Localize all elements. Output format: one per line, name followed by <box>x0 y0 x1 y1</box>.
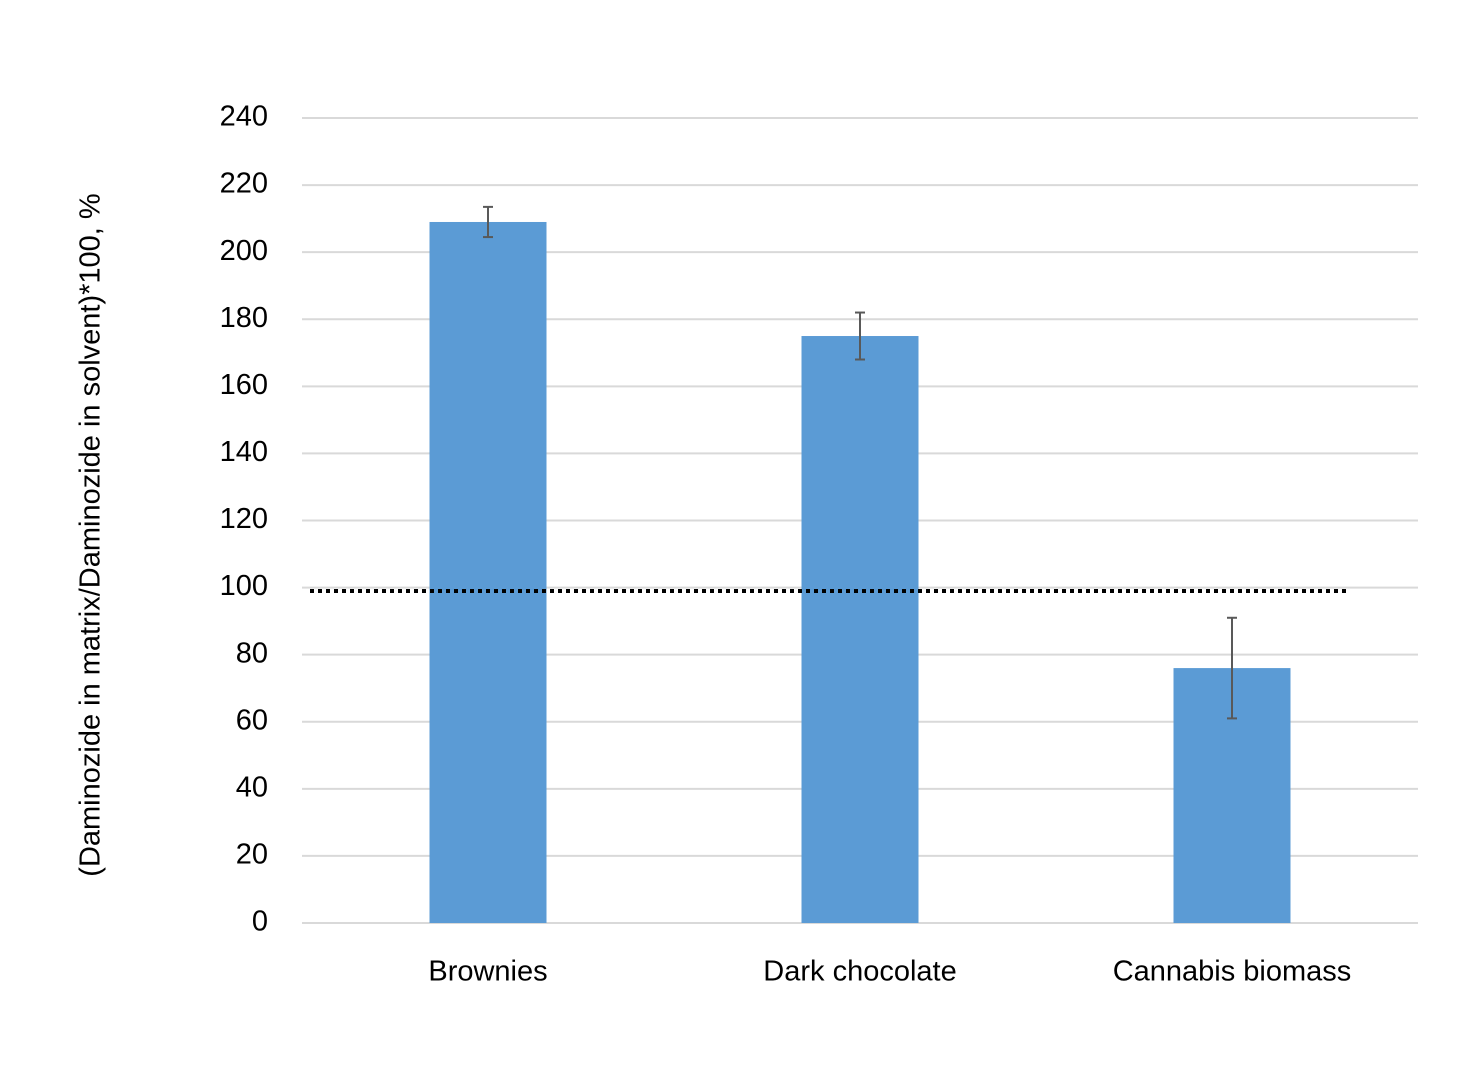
y-tick-label: 100 <box>220 570 268 602</box>
error-bar <box>1227 616 1237 720</box>
bar <box>801 336 919 923</box>
y-tick-label: 60 <box>236 704 268 736</box>
y-tick-label: 220 <box>220 168 268 200</box>
x-tick-label: Dark chocolate <box>763 956 956 988</box>
y-tick-label: 240 <box>220 101 268 133</box>
y-axis-label: (Daminozide in matrix/Daminozide in solv… <box>75 193 107 876</box>
x-tick-label: Cannabis biomass <box>1113 956 1352 988</box>
bar <box>429 221 547 923</box>
y-tick-label: 20 <box>236 839 268 871</box>
x-tick-label: Brownies <box>428 956 547 988</box>
y-tick-label: 40 <box>236 771 268 803</box>
y-tick-label: 120 <box>220 503 268 535</box>
y-tick-label: 80 <box>236 637 268 669</box>
y-tick-label: 0 <box>252 906 268 938</box>
y-tick-label: 200 <box>220 235 268 267</box>
y-tick-label: 140 <box>220 436 268 468</box>
error-bar <box>483 205 493 239</box>
error-bar <box>855 311 865 361</box>
y-tick-label: 180 <box>220 302 268 334</box>
y-tick-label: 160 <box>220 369 268 401</box>
